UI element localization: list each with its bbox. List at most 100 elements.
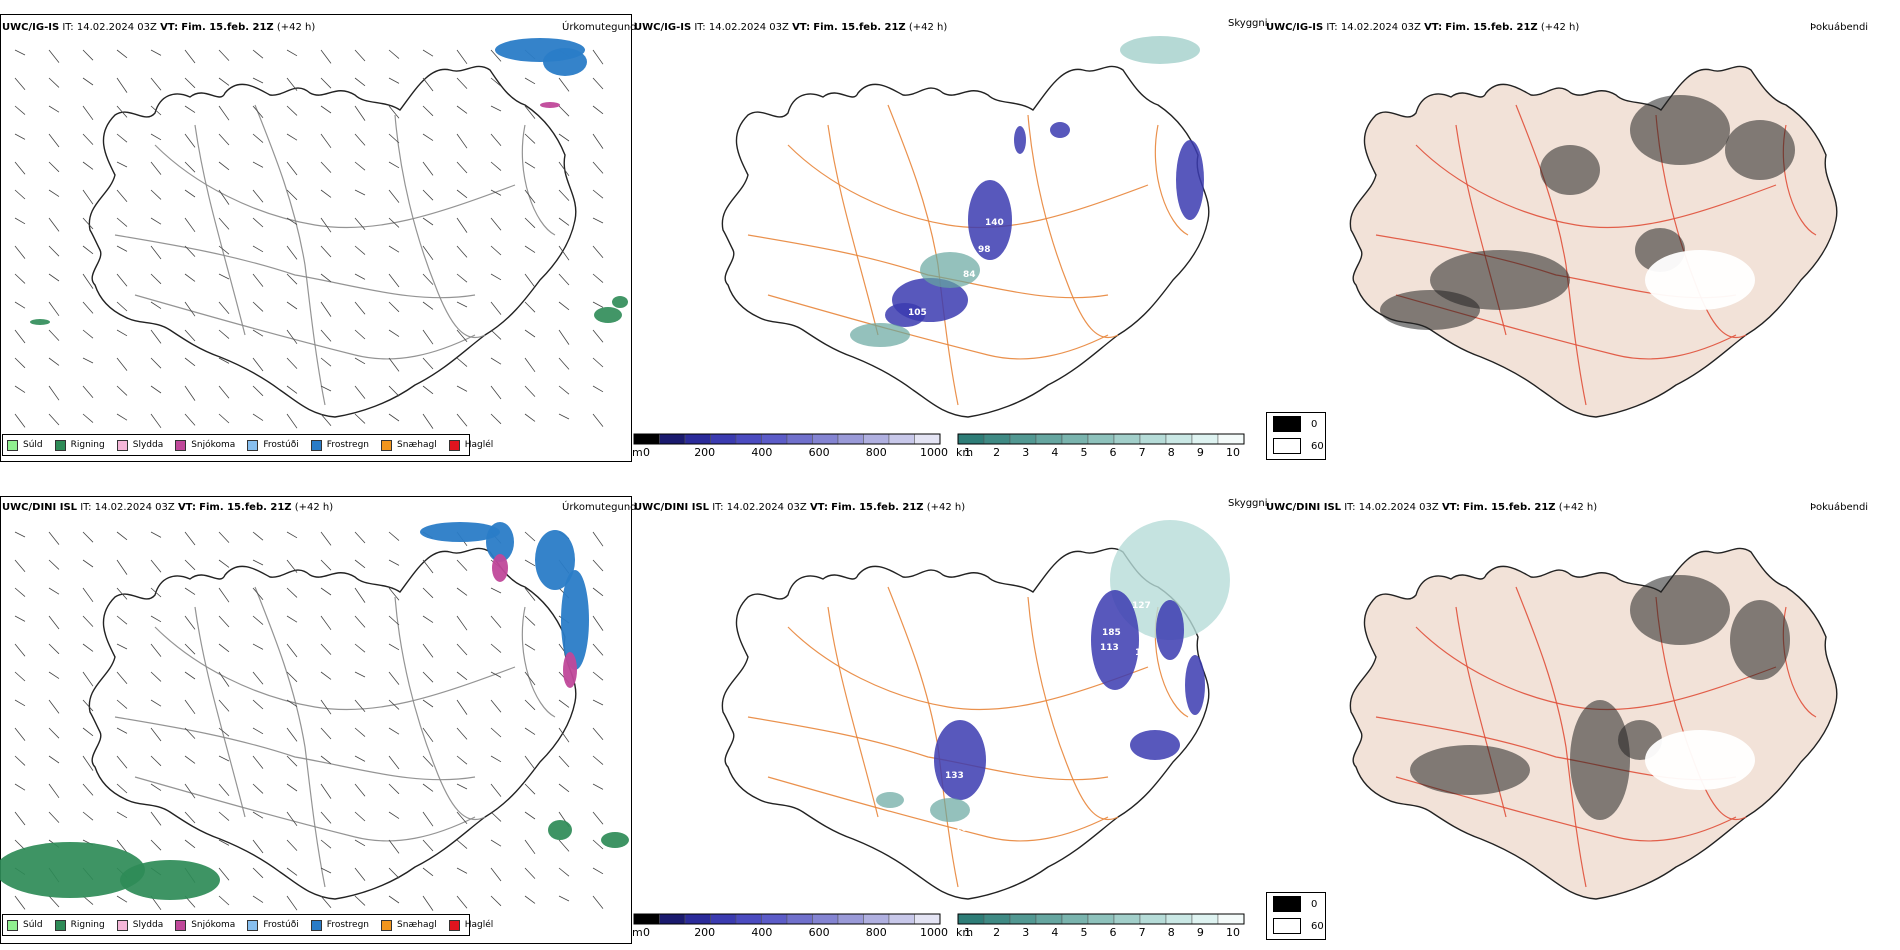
wind-barb — [354, 671, 366, 678]
wind-barb — [14, 357, 26, 369]
colorbar-tick: 600 — [808, 446, 830, 459]
colorbar-cell — [1035, 433, 1063, 445]
wind-barb — [82, 245, 94, 255]
colorbar-cell — [786, 913, 813, 925]
wind-barb — [524, 783, 536, 795]
wind-barb — [184, 615, 196, 630]
wind-barb — [524, 105, 536, 119]
wind-barb — [524, 699, 536, 711]
legend-swatch — [175, 919, 187, 931]
wind-barb — [490, 895, 502, 907]
wind-barb — [456, 161, 468, 174]
wind-barb — [456, 77, 468, 89]
vt-label: VT: — [1424, 22, 1443, 33]
wind-barb — [490, 413, 502, 425]
wind-barb — [82, 385, 94, 399]
field-blob — [535, 530, 575, 590]
wind-barb — [558, 385, 570, 395]
wind-barb — [48, 755, 60, 764]
visibility-label: 127 — [1132, 601, 1151, 611]
colorbar-tick: 3 — [1022, 926, 1030, 939]
field-blob — [1570, 700, 1630, 820]
field-blob — [563, 652, 577, 688]
wind-barb — [422, 77, 434, 92]
wind-barb — [150, 301, 162, 309]
wind-barb — [524, 755, 536, 770]
colorbar-tick: 1 — [964, 446, 971, 459]
wind-barb — [116, 105, 128, 118]
wind-barb — [592, 839, 604, 850]
wind-barb — [422, 783, 434, 792]
wind-barb — [218, 273, 230, 280]
cloud-legend-swatch — [1273, 896, 1301, 912]
it-value: 14.02.2024 03Z — [726, 502, 807, 513]
road-line — [787, 626, 1149, 711]
wind-barb — [116, 615, 128, 625]
wind-barb — [116, 587, 128, 600]
wind-barb — [116, 49, 128, 59]
road-line — [134, 776, 476, 842]
wind-barb — [592, 189, 604, 199]
wind-barb — [490, 329, 502, 340]
wind-barb — [558, 755, 570, 768]
wind-barb — [592, 105, 604, 115]
wind-barb — [320, 699, 332, 715]
field-blob — [492, 554, 508, 582]
wind-barb — [422, 49, 434, 57]
wind-barb — [184, 413, 196, 426]
wind-barb — [48, 811, 60, 823]
wind-barb — [558, 133, 570, 142]
colorbar-cell — [863, 913, 890, 925]
wind-barb — [388, 699, 400, 710]
wind-barb — [456, 413, 468, 427]
wind-barb — [320, 217, 332, 233]
height-colorbar-top — [633, 433, 941, 445]
wind-barb — [354, 895, 366, 906]
colorbar-cell — [837, 433, 864, 445]
wind-barb — [82, 49, 94, 61]
wind-barb — [422, 329, 434, 345]
precip-fields-bottom — [0, 522, 629, 900]
wind-barb — [218, 161, 230, 171]
wind-barb — [422, 301, 434, 310]
wind-barb — [422, 839, 434, 852]
wind-barb — [14, 755, 26, 766]
wind-barb — [320, 727, 332, 740]
wind-barb — [422, 217, 434, 226]
colorbar-tick: 1000 — [920, 926, 948, 939]
vt-label: VT: — [1441, 502, 1460, 513]
wind-barb — [184, 301, 196, 317]
wind-barb — [558, 77, 570, 92]
legend-swatch — [310, 919, 322, 931]
wind-barb — [218, 643, 230, 653]
vt-value: Fim. 15.feb. 21Z — [199, 502, 292, 513]
wind-barb — [354, 273, 366, 280]
legend-item: Snjókoma — [175, 439, 235, 451]
visibility-map-top — [721, 65, 1210, 418]
wind-barb — [388, 217, 400, 228]
wind-barb — [116, 273, 128, 287]
wind-barb — [354, 559, 366, 569]
colorbar-cell — [837, 913, 864, 925]
wind-barb — [558, 357, 570, 370]
wind-barb — [218, 133, 230, 146]
field-blob — [420, 522, 500, 542]
wind-barb — [82, 329, 94, 339]
wind-barb — [116, 559, 128, 575]
wind-barb — [456, 699, 468, 715]
wind-barb — [82, 643, 94, 652]
wind-barb — [116, 755, 128, 769]
wind-barb — [48, 783, 60, 799]
visibility-label: 105 — [908, 308, 927, 318]
road-line — [134, 294, 476, 360]
wind-barb — [320, 329, 332, 342]
legend-swatch — [247, 439, 259, 451]
wind-barb — [490, 727, 502, 738]
wind-barb — [218, 615, 230, 628]
wind-barb — [388, 783, 400, 795]
wind-barb — [116, 839, 128, 853]
colorbar-tick: 5 — [1080, 446, 1088, 459]
wind-barb — [354, 105, 366, 121]
wind-barb — [286, 559, 298, 573]
it-label: IT: — [1344, 502, 1356, 513]
